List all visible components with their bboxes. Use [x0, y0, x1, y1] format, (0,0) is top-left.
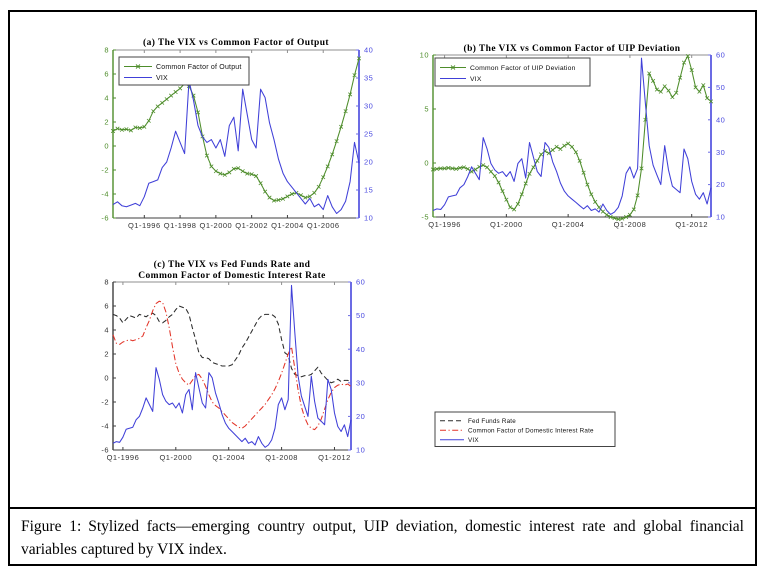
chart-c-xtick-label-3: Q1-2008 [265, 453, 298, 462]
chart-c-ytick-left-label-1: -4 [101, 422, 109, 431]
chart-b-xtick-label-2: Q1-2004 [552, 220, 585, 229]
chart-a-ytick-left-label-5: 4 [104, 94, 109, 103]
chart-b-title: (b) The VIX vs Common Factor of UIP Devi… [463, 44, 681, 54]
chart-c-ytick-right-label-1: 20 [356, 412, 365, 421]
chart-c-ext-legend-label-0: Fed Funds Rate [468, 418, 516, 425]
chart-a-series-1-line [112, 80, 360, 215]
chart-b-ytick-right-label-0: 10 [716, 213, 725, 222]
chart-b-legend-box [434, 57, 591, 87]
caption-text: Stylized facts—emerging country output, … [21, 518, 744, 558]
chart-a-xtick-label-0: Q1-1996 [128, 221, 161, 230]
chart-c-ytick-left-label-6: 6 [104, 302, 109, 311]
chart-b-ytick-right-label-3: 40 [716, 115, 725, 124]
chart-a-legend-label-0: Common Factor of Output [156, 64, 242, 71]
chart-c-ext-legend-label-2: VIX [468, 437, 479, 444]
chart-a-ytick-left-label-0: -6 [101, 214, 109, 223]
chart-a-xtick-label-3: Q1-2002 [235, 221, 268, 230]
chart-a-ytick-left-label-7: 8 [104, 46, 109, 55]
chart-c-plot: Q1-1996 Q1-2000 Q1-2004 Q1-2008 Q1-2012 -6 -4 -… [101, 278, 365, 462]
chart-b-xtick-label-0: Q1-1996 [428, 220, 461, 229]
chart-c-series-2-line [112, 284, 352, 448]
chart-b-ytick-left-label-0: -5 [421, 213, 429, 222]
chart-a-legend-box [118, 56, 250, 86]
chart-a-ytick-right-label-1: 15 [364, 186, 373, 195]
chart-a-xtick-label-1: Q1-1998 [164, 221, 197, 230]
chart-b-xtick-label-4: Q1-2012 [675, 220, 708, 229]
chart-a-ytick-left-label-6: 6 [104, 70, 109, 79]
chart-b-ytick-right-label-2: 30 [716, 148, 725, 157]
chart-a-ytick-left-label-2: -2 [101, 166, 109, 175]
chart-c-title: (c) The VIX vs Fed Funds Rate and Common… [138, 260, 326, 281]
chart-c-ytick-right-label-0: 10 [356, 446, 365, 455]
chart-c-ext-legend-label-1: Common Factor of Domestic Interest Rate [468, 428, 594, 435]
chart-a-ytick-right-label-0: 10 [364, 214, 373, 223]
chart-c-xtick-label-1: Q1-2000 [159, 453, 192, 462]
chart-c-ytick-left-label-2: -2 [101, 398, 109, 407]
chart-a-legend: Common Factor of Output VIX [118, 56, 250, 86]
chart-b-ytick-left-label-2: 5 [424, 105, 429, 114]
chart-c-ext-legend: Fed Funds Rate Common Factor of Domestic … [434, 411, 616, 447]
chart-b-ytick-left-label-1: 0 [424, 159, 429, 168]
chart-a-ytick-right-label-2: 20 [364, 158, 373, 167]
chart-c-ytick-left-label-7: 8 [104, 278, 109, 287]
chart-a-xtick-label-5: Q1-2006 [307, 221, 340, 230]
chart-a-ytick-right-label-5: 35 [364, 74, 373, 83]
chart-a-series-0-markers [110, 56, 362, 203]
chart-b-legend: Common Factor of UIP Deviation VIX [434, 57, 591, 87]
chart-c-series-0-line [112, 305, 352, 384]
chart-c-ytick-left-label-3: 0 [104, 374, 109, 383]
chart-a-ytick-left-label-3: 0 [104, 142, 109, 151]
figure-frame: (a) The VIX vs Common Factor of Output Q… [8, 10, 757, 566]
chart-c-ytick-left-label-4: 2 [104, 350, 109, 359]
chart-b-vix-vs-uip-deviation: (b) The VIX vs Common Factor of UIP Devi… [405, 40, 740, 235]
chart-a-title: (a) The VIX vs Common Factor of Output [143, 38, 329, 48]
chart-a-legend-marker-0 [135, 64, 141, 69]
chart-a-ytick-right-label-4: 30 [364, 102, 373, 111]
chart-b-legend-marker-0 [450, 65, 456, 70]
caption-label: Figure 1: [21, 518, 82, 535]
chart-b-ytick-right-label-4: 50 [716, 83, 725, 92]
chart-c-legend: Fed Funds Rate Common Factor of Domestic … [434, 411, 616, 447]
chart-c-ytick-right-label-2: 30 [356, 378, 365, 387]
chart-b-xtick-label-3: Q1-2008 [614, 220, 647, 229]
figure-caption: Figure 1: Stylized facts—emerging country… [10, 507, 755, 564]
chart-a-ytick-left-label-1: -4 [101, 190, 109, 199]
chart-c-ytick-right-label-4: 50 [356, 311, 365, 320]
chart-a-vix-vs-output: (a) The VIX vs Common Factor of Output Q… [85, 34, 385, 246]
chart-b-plot: Q1-1996 Q1-2000 Q1-2004 Q1-2008 Q1-2012 -5 0 5 1… [420, 51, 725, 229]
chart-b-ytick-right-label-1: 20 [716, 180, 725, 189]
chart-a-axes: Q1-1996 Q1-1998 Q1-2000 Q1-2002 Q1-2004 Q1-20… [101, 46, 373, 230]
chart-b-series-1-line [432, 57, 712, 215]
chart-c-xtick-label-4: Q1-2012 [318, 453, 351, 462]
chart-a-legend-label-1: VIX [156, 75, 168, 82]
chart-a-xtick-label-4: Q1-2004 [271, 221, 304, 230]
chart-a-plot: Q1-1996 Q1-1998 Q1-2000 Q1-2002 Q1-2004 Q1-20… [101, 46, 373, 230]
chart-a-xtick-label-2: Q1-2000 [200, 221, 233, 230]
chart-b-series-0-markers [430, 54, 714, 222]
chart-c-ytick-right-label-5: 60 [356, 278, 365, 287]
chart-a-ytick-right-label-3: 25 [364, 130, 373, 139]
chart-b-legend-label-1: VIX [470, 76, 482, 83]
chart-c-ext-legend-box [434, 411, 616, 447]
chart-b-ytick-right-label-5: 60 [716, 51, 725, 60]
chart-a-ytick-left-label-4: 2 [104, 118, 109, 127]
chart-c-xtick-label-0: Q1-1996 [107, 453, 140, 462]
chart-b-ytick-left-label-3: 10 [420, 51, 429, 60]
chart-c-ytick-right-label-3: 40 [356, 345, 365, 354]
chart-a-ytick-right-label-6: 40 [364, 46, 373, 55]
chart-b-legend-label-0: Common Factor of UIP Deviation [470, 65, 576, 72]
chart-c-series-1-line [112, 300, 352, 431]
chart-b-xtick-label-1: Q1-2000 [490, 220, 523, 229]
chart-c-axes: Q1-1996 Q1-2000 Q1-2004 Q1-2008 Q1-2012 -6 -4 -… [101, 278, 365, 462]
chart-c-ytick-left-label-5: 4 [104, 326, 109, 335]
chart-c-ytick-left-label-0: -6 [101, 446, 109, 455]
chart-c-xtick-label-2: Q1-2004 [212, 453, 245, 462]
chart-c-vix-vs-rates: (c) The VIX vs Fed Funds Rate and Common… [85, 252, 395, 484]
